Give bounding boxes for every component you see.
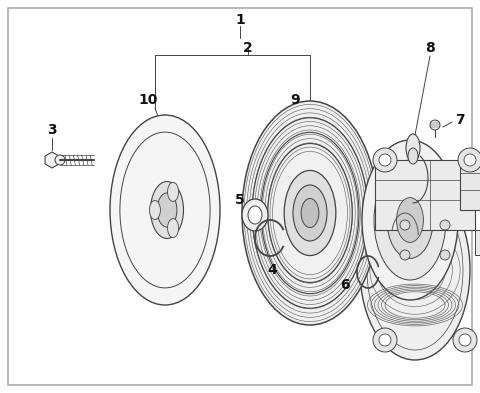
- Text: 6: 6: [340, 278, 350, 292]
- Ellipse shape: [168, 219, 179, 238]
- Ellipse shape: [458, 148, 480, 172]
- Ellipse shape: [406, 134, 420, 162]
- Ellipse shape: [110, 115, 220, 305]
- Ellipse shape: [453, 328, 477, 352]
- Ellipse shape: [374, 160, 446, 280]
- Ellipse shape: [459, 334, 471, 346]
- Bar: [475, 230, 480, 255]
- Ellipse shape: [379, 154, 391, 166]
- Bar: [375, 160, 475, 230]
- Ellipse shape: [301, 198, 319, 228]
- Ellipse shape: [293, 185, 327, 241]
- Ellipse shape: [440, 250, 450, 260]
- Text: 4: 4: [267, 263, 277, 277]
- Ellipse shape: [396, 198, 423, 242]
- Ellipse shape: [373, 148, 397, 172]
- Text: 3: 3: [47, 123, 57, 137]
- Text: 5: 5: [235, 193, 245, 207]
- Ellipse shape: [373, 328, 397, 352]
- Ellipse shape: [387, 182, 433, 259]
- Text: 7: 7: [455, 113, 465, 127]
- Ellipse shape: [430, 120, 440, 130]
- Text: 8: 8: [425, 41, 435, 55]
- Ellipse shape: [149, 200, 160, 220]
- Text: 1: 1: [235, 13, 245, 27]
- Ellipse shape: [157, 193, 177, 227]
- Ellipse shape: [400, 250, 410, 260]
- Text: 9: 9: [290, 93, 300, 107]
- Ellipse shape: [248, 206, 262, 224]
- Bar: [460, 155, 480, 210]
- Ellipse shape: [168, 182, 179, 201]
- Ellipse shape: [440, 220, 450, 230]
- Ellipse shape: [464, 154, 476, 166]
- Ellipse shape: [360, 180, 470, 360]
- Ellipse shape: [242, 199, 268, 231]
- Ellipse shape: [151, 182, 183, 239]
- Ellipse shape: [284, 171, 336, 255]
- Polygon shape: [45, 152, 59, 168]
- Text: 2: 2: [243, 41, 253, 55]
- Ellipse shape: [379, 334, 391, 346]
- Ellipse shape: [242, 101, 378, 325]
- Text: 10: 10: [138, 93, 158, 107]
- Ellipse shape: [400, 220, 410, 230]
- Ellipse shape: [408, 148, 418, 164]
- Ellipse shape: [362, 140, 458, 300]
- Ellipse shape: [55, 155, 65, 165]
